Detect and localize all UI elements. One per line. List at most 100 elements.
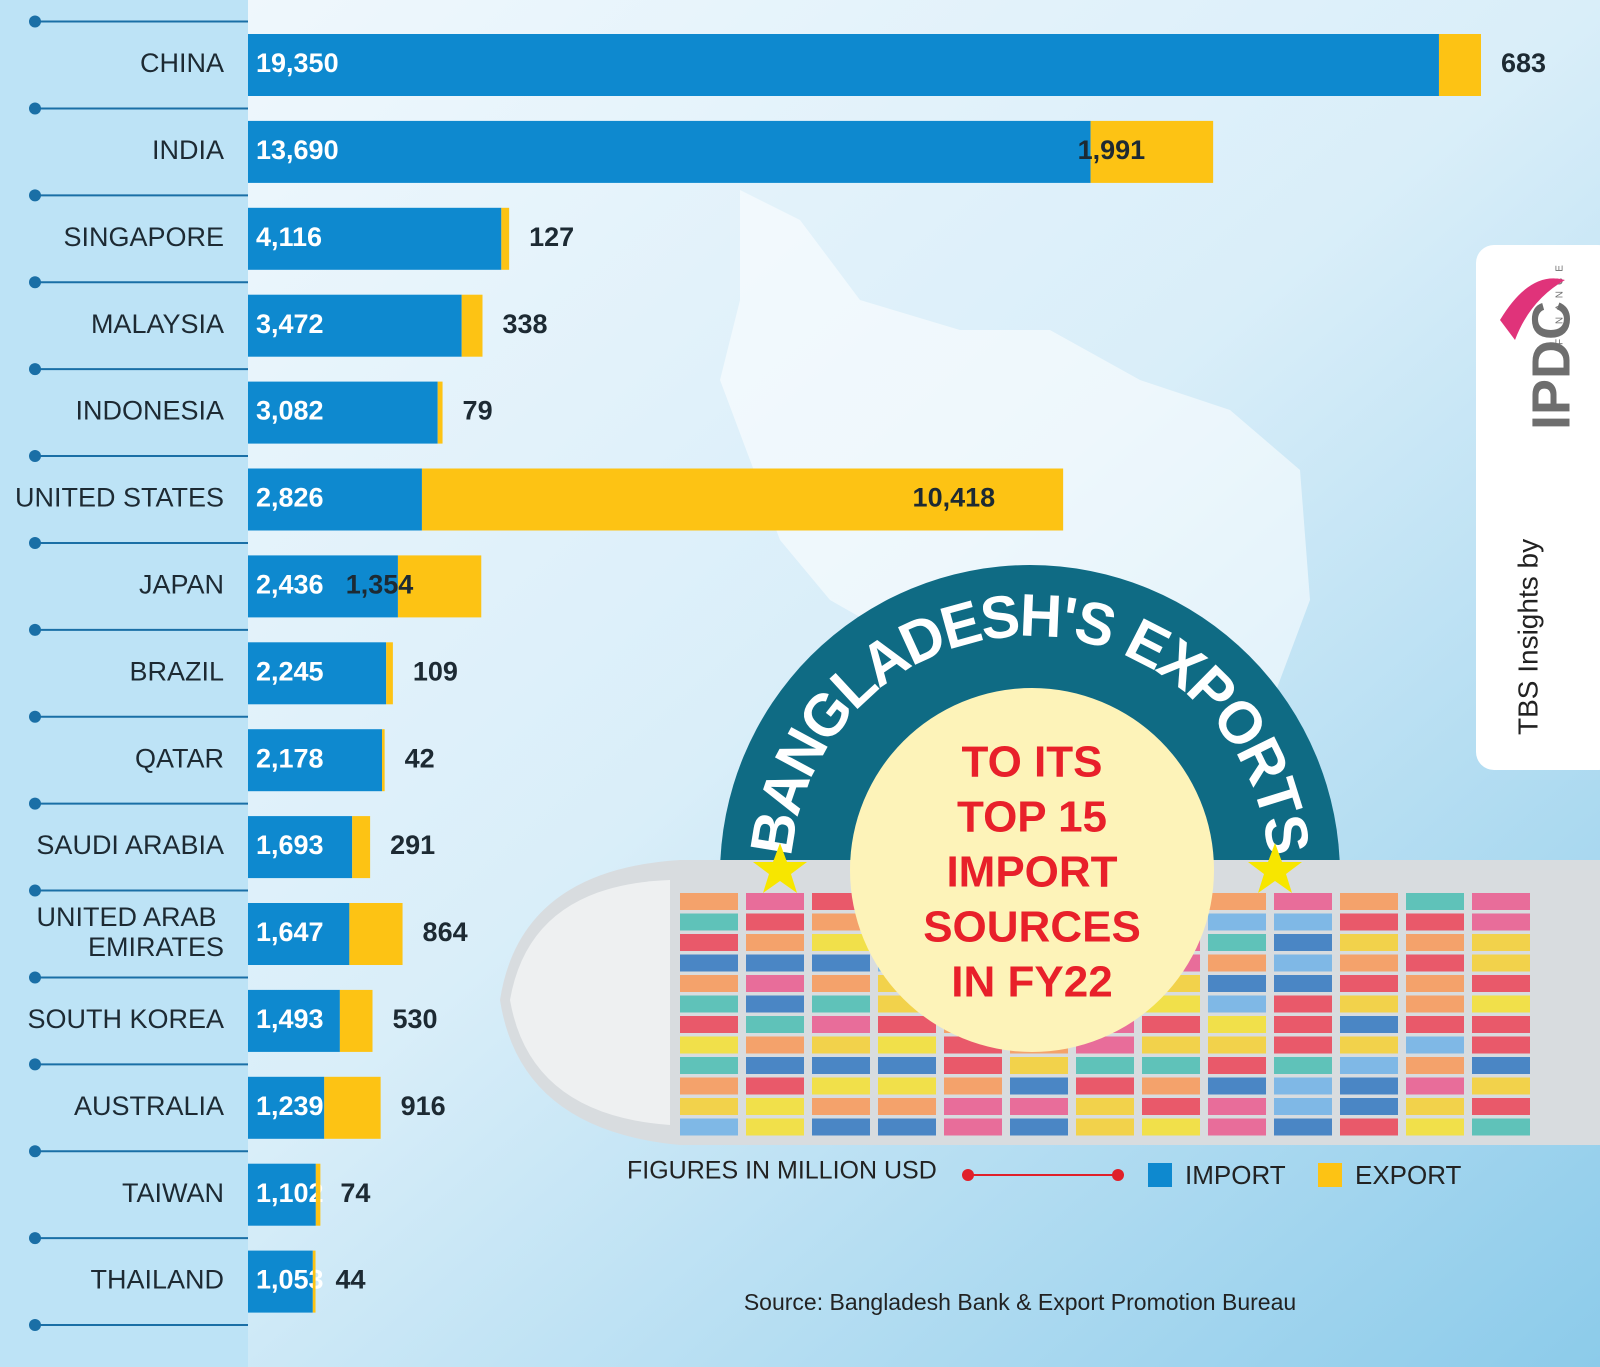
star <box>1248 843 1302 893</box>
container <box>1472 1077 1530 1095</box>
divider-dot <box>29 884 41 897</box>
container <box>1472 1016 1530 1033</box>
legend-dot <box>1112 1169 1124 1181</box>
container <box>812 995 870 1013</box>
divider-dot <box>29 189 41 202</box>
container <box>1274 1118 1332 1136</box>
bar-segment <box>461 294 483 357</box>
container <box>1142 1077 1200 1095</box>
bar-segment <box>501 207 510 270</box>
container <box>1340 1057 1398 1074</box>
container <box>1274 1057 1332 1074</box>
bar-segment <box>339 989 373 1052</box>
container <box>746 934 804 951</box>
container <box>1406 1098 1464 1115</box>
container <box>1274 975 1332 992</box>
container <box>680 1016 738 1033</box>
brand-sub: FINANCE <box>1555 259 1566 345</box>
container <box>1010 1118 1068 1136</box>
container <box>1274 954 1332 972</box>
value-label: 42 <box>405 743 435 773</box>
container <box>944 1057 1002 1074</box>
bar-segment <box>349 903 403 965</box>
container <box>1472 1057 1530 1074</box>
divider-dot <box>29 1232 41 1245</box>
divider-dot <box>29 1319 41 1332</box>
category-label: BRAZIL <box>129 656 224 686</box>
container <box>1274 934 1332 951</box>
container <box>1472 975 1530 992</box>
container <box>812 934 870 951</box>
category-label: CHINA <box>140 48 224 78</box>
container <box>1274 893 1332 910</box>
units-note: FIGURES IN MILLION USD <box>627 1157 937 1185</box>
subtitle-line: SOURCES <box>923 903 1141 952</box>
bar-segment <box>437 381 443 444</box>
bar-segment <box>248 1076 325 1139</box>
container <box>1208 934 1266 951</box>
category-label: INDIA <box>152 135 224 165</box>
container <box>1142 1118 1200 1136</box>
container <box>812 954 870 972</box>
container <box>680 995 738 1013</box>
container <box>680 1077 738 1095</box>
divider-dot <box>29 623 41 636</box>
container <box>1340 893 1398 910</box>
container <box>1208 954 1266 972</box>
legend-label: EXPORT <box>1355 1160 1462 1190</box>
value-label: 1,693 <box>256 830 324 860</box>
value-label: 79 <box>463 396 493 426</box>
bar-segment <box>352 816 371 879</box>
category-label: SAUDI ARABIA <box>36 830 224 860</box>
value-label: 1,354 <box>346 570 414 600</box>
legend-swatch <box>1318 1163 1342 1187</box>
container <box>746 1057 804 1074</box>
value-label: 1,239 <box>256 1091 324 1121</box>
value-label: 44 <box>336 1265 366 1295</box>
brand-logo <box>1500 278 1565 340</box>
container <box>944 1077 1002 1095</box>
container <box>878 1118 936 1136</box>
container <box>1406 975 1464 992</box>
container <box>746 1118 804 1136</box>
container <box>1472 1098 1530 1115</box>
container <box>1274 995 1332 1013</box>
value-label: 1,991 <box>1078 135 1146 165</box>
container <box>1340 1077 1398 1095</box>
container <box>1142 1016 1200 1033</box>
subtitle-line: TO ITS <box>962 738 1103 787</box>
container <box>1406 1077 1464 1095</box>
category-label: TAIWAN <box>122 1178 224 1208</box>
container <box>746 1077 804 1095</box>
container <box>1010 1098 1068 1115</box>
legend-dot <box>962 1169 974 1181</box>
container <box>1274 1016 1332 1033</box>
bar-segment <box>382 729 385 792</box>
container <box>1010 1077 1068 1095</box>
bar-segment <box>324 1076 381 1139</box>
container <box>1340 995 1398 1013</box>
value-label: 10,418 <box>913 483 996 513</box>
container <box>1340 975 1398 992</box>
container <box>746 954 804 972</box>
container <box>746 913 804 931</box>
bar-segment <box>1090 120 1214 183</box>
value-label: 2,436 <box>256 570 324 600</box>
container <box>1274 913 1332 931</box>
bar-segment <box>248 1250 313 1313</box>
container <box>746 893 804 910</box>
container <box>1142 1036 1200 1054</box>
container <box>1208 1016 1266 1033</box>
container <box>1340 1036 1398 1054</box>
value-label: 19,350 <box>256 48 339 78</box>
container <box>1406 893 1464 910</box>
bar-segment <box>248 555 398 618</box>
container <box>878 1016 936 1033</box>
category-label: UNITED ARAB EMIRATES <box>36 902 224 962</box>
divider-dot <box>29 363 41 376</box>
bar-segment <box>386 642 393 705</box>
value-label: 2,245 <box>256 656 324 686</box>
divider-dot <box>29 276 41 289</box>
bar-segment <box>248 381 438 444</box>
